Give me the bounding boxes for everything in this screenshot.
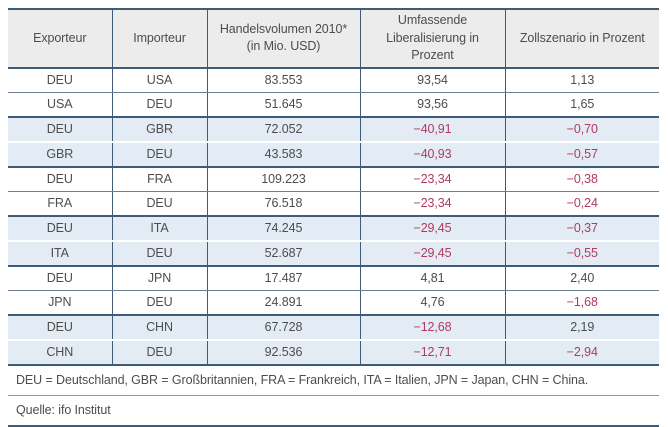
exporter-cell: ITA — [8, 240, 113, 267]
importer-cell: USA — [112, 67, 208, 93]
footnote-row: DEU = Deutschland, GBR = Großbritannien,… — [8, 364, 659, 396]
liberalization-cell: 4,76 — [360, 290, 506, 316]
source-note: Quelle: ifo Institut — [8, 395, 659, 427]
column-header-importeur: Importeur — [112, 9, 208, 69]
tariff-cell: −0,57 — [505, 141, 659, 168]
table-row: DEU GBR 72.052 −40,91 −0,70 — [8, 116, 659, 143]
abbreviation-footnote: DEU = Deutschland, GBR = Großbritannien,… — [8, 364, 659, 396]
exporter-cell: DEU — [8, 314, 113, 341]
table-row: FRA DEU 76.518 −23,34 −0,24 — [8, 191, 659, 217]
importer-cell: CHN — [112, 314, 208, 341]
page: Exporteur Importeur Handelsvolumen 2010*… — [8, 8, 659, 427]
tariff-cell: −0,24 — [505, 191, 659, 217]
volume-cell: 109.223 — [207, 166, 361, 192]
table-row: DEU CHN 67.728 −12,68 2,19 — [8, 314, 659, 341]
volume-cell: 43.583 — [207, 141, 361, 168]
table-row: USA DEU 51.645 93,56 1,65 — [8, 92, 659, 118]
volume-cell: 17.487 — [207, 265, 361, 291]
importer-cell: DEU — [112, 141, 208, 168]
tariff-cell: −0,38 — [505, 166, 659, 192]
exporter-cell: CHN — [8, 339, 113, 366]
column-header-handelsvolumen: Handelsvolumen 2010* (in Mio. USD) — [207, 9, 361, 69]
liberalization-cell: −29,45 — [360, 240, 506, 267]
volume-cell: 76.518 — [207, 191, 361, 217]
importer-cell: JPN — [112, 265, 208, 291]
column-header-liberalisierung: Umfassende Liberalisierung in Prozent — [360, 9, 506, 69]
exporter-cell: GBR — [8, 141, 113, 168]
importer-cell: DEU — [112, 92, 208, 118]
importer-cell: DEU — [112, 339, 208, 366]
exporter-cell: USA — [8, 92, 113, 118]
exporter-cell: DEU — [8, 265, 113, 291]
volume-cell: 67.728 — [207, 314, 361, 341]
tariff-cell: −1,68 — [505, 290, 659, 316]
exporter-cell: DEU — [8, 166, 113, 192]
tariff-cell: −0,70 — [505, 116, 659, 143]
liberalization-cell: 4,81 — [360, 265, 506, 291]
exporter-cell: FRA — [8, 191, 113, 217]
table-row: DEU JPN 17.487 4,81 2,40 — [8, 265, 659, 291]
tariff-cell: 1,13 — [505, 67, 659, 93]
liberalization-cell: 93,54 — [360, 67, 506, 93]
header-row: Exporteur Importeur Handelsvolumen 2010*… — [8, 9, 659, 69]
volume-cell: 24.891 — [207, 290, 361, 316]
importer-cell: DEU — [112, 191, 208, 217]
liberalization-cell: −40,93 — [360, 141, 506, 168]
exporter-cell: DEU — [8, 116, 113, 143]
tariff-cell: 2,40 — [505, 265, 659, 291]
importer-cell: GBR — [112, 116, 208, 143]
liberalization-cell: −23,34 — [360, 191, 506, 217]
tariff-cell: −0,37 — [505, 215, 659, 242]
liberalization-cell: −12,68 — [360, 314, 506, 341]
exporter-cell: JPN — [8, 290, 113, 316]
source-row: Quelle: ifo Institut — [8, 395, 659, 427]
tariff-cell: −0,55 — [505, 240, 659, 267]
table-row: JPN DEU 24.891 4,76 −1,68 — [8, 290, 659, 316]
exporter-cell: DEU — [8, 215, 113, 242]
importer-cell: DEU — [112, 290, 208, 316]
tariff-cell: 2,19 — [505, 314, 659, 341]
liberalization-cell: −29,45 — [360, 215, 506, 242]
table-row: ITA DEU 52.687 −29,45 −0,55 — [8, 240, 659, 267]
table-row: DEU ITA 74.245 −29,45 −0,37 — [8, 215, 659, 242]
importer-cell: ITA — [112, 215, 208, 242]
importer-cell: DEU — [112, 240, 208, 267]
volume-cell: 74.245 — [207, 215, 361, 242]
table-row: CHN DEU 92.536 −12,71 −2,94 — [8, 339, 659, 366]
tariff-cell: −2,94 — [505, 339, 659, 366]
column-header-zollszenario: Zollszenario in Prozent — [505, 9, 659, 69]
volume-cell: 52.687 — [207, 240, 361, 267]
column-header-exporteur: Exporteur — [8, 9, 113, 69]
trade-volume-table: Exporteur Importeur Handelsvolumen 2010*… — [8, 8, 659, 427]
exporter-cell: DEU — [8, 67, 113, 93]
importer-cell: FRA — [112, 166, 208, 192]
volume-cell: 72.052 — [207, 116, 361, 143]
table-row: GBR DEU 43.583 −40,93 −0,57 — [8, 141, 659, 168]
volume-cell: 83.553 — [207, 67, 361, 93]
volume-cell: 92.536 — [207, 339, 361, 366]
liberalization-cell: 93,56 — [360, 92, 506, 118]
volume-cell: 51.645 — [207, 92, 361, 118]
liberalization-cell: −12,71 — [360, 339, 506, 366]
liberalization-cell: −23,34 — [360, 166, 506, 192]
table-row: DEU USA 83.553 93,54 1,13 — [8, 67, 659, 93]
liberalization-cell: −40,91 — [360, 116, 506, 143]
tariff-cell: 1,65 — [505, 92, 659, 118]
table-row: DEU FRA 109.223 −23,34 −0,38 — [8, 166, 659, 192]
